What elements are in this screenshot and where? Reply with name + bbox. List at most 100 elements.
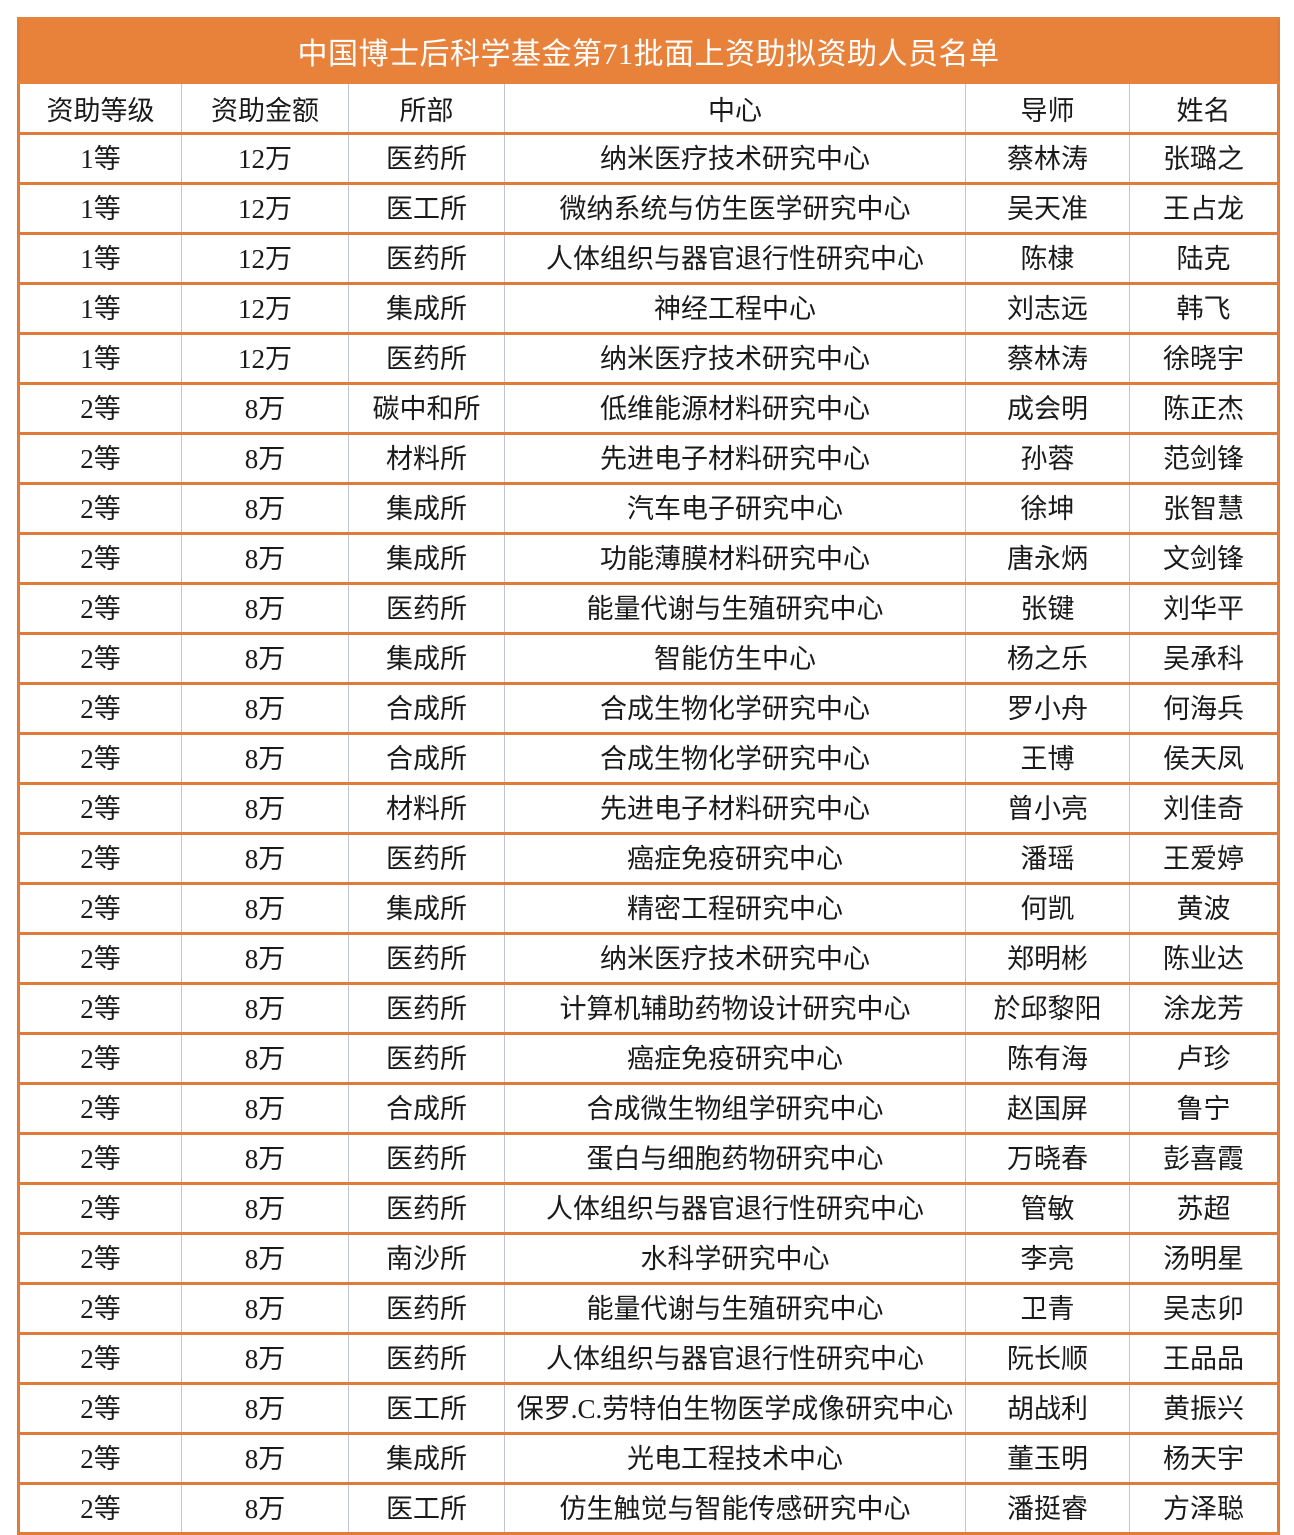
cell-mentor: 潘挺睿: [965, 1483, 1130, 1535]
table-row: 2等 8万 集成所 汽车电子研究中心 徐坤 张智慧: [18, 483, 1279, 535]
cell-mentor: 刘志远: [965, 283, 1130, 335]
cell-name: 黄振兴: [1129, 1383, 1279, 1435]
table-row: 2等 8万 碳中和所 低维能源材料研究中心 成会明 陈正杰: [18, 383, 1279, 435]
cell-funding-level: 2等: [18, 383, 182, 435]
cell-funding-level: 2等: [18, 1483, 182, 1535]
cell-mentor: 王博: [965, 733, 1130, 785]
cell-funding-level: 2等: [18, 1083, 182, 1135]
cell-institute: 医药所: [348, 933, 505, 985]
cell-funding-amount: 8万: [181, 983, 349, 1035]
cell-institute: 医药所: [348, 1133, 505, 1185]
table-row: 2等 8万 集成所 精密工程研究中心 何凯 黄波: [18, 883, 1279, 935]
cell-name: 侯天凤: [1129, 733, 1279, 785]
cell-funding-amount: 8万: [181, 883, 349, 935]
cell-funding-level: 2等: [18, 1183, 182, 1235]
cell-center: 智能仿生中心: [504, 633, 966, 685]
cell-institute: 集成所: [348, 483, 505, 535]
cell-name: 吴志卯: [1129, 1283, 1279, 1335]
table-title: 中国博士后科学基金第71批面上资助拟资助人员名单: [18, 17, 1279, 84]
cell-institute: 医工所: [348, 1483, 505, 1535]
cell-funding-level: 2等: [18, 433, 182, 485]
cell-mentor: 赵国屏: [965, 1083, 1130, 1135]
cell-center: 汽车电子研究中心: [504, 483, 966, 535]
cell-institute: 医药所: [348, 583, 505, 635]
cell-funding-level: 2等: [18, 533, 182, 585]
cell-center: 能量代谢与生殖研究中心: [504, 583, 966, 635]
table-row: 2等 8万 合成所 合成生物化学研究中心 罗小舟 何海兵: [18, 683, 1279, 735]
table-row: 2等 8万 集成所 功能薄膜材料研究中心 唐永炳 文剑锋: [18, 533, 1279, 585]
table-row: 2等 8万 医工所 保罗.C.劳特伯生物医学成像研究中心 胡战利 黄振兴: [18, 1383, 1279, 1435]
cell-funding-amount: 8万: [181, 583, 349, 635]
table-row: 2等 8万 医药所 人体组织与器官退行性研究中心 管敏 苏超: [18, 1183, 1279, 1235]
cell-institute: 碳中和所: [348, 383, 505, 435]
cell-mentor: 张键: [965, 583, 1130, 635]
column-header-name: 姓名: [1129, 82, 1279, 135]
cell-name: 吴承科: [1129, 633, 1279, 685]
cell-mentor: 管敏: [965, 1183, 1130, 1235]
cell-name: 陈正杰: [1129, 383, 1279, 435]
cell-institute: 医工所: [348, 1383, 505, 1435]
cell-institute: 医药所: [348, 1283, 505, 1335]
cell-center: 功能薄膜材料研究中心: [504, 533, 966, 585]
cell-name: 王占龙: [1129, 183, 1279, 235]
cell-institute: 医药所: [348, 1333, 505, 1385]
cell-funding-level: 2等: [18, 833, 182, 885]
cell-funding-amount: 8万: [181, 1283, 349, 1335]
cell-funding-amount: 8万: [181, 1333, 349, 1385]
cell-institute: 材料所: [348, 433, 505, 485]
cell-name: 汤明星: [1129, 1233, 1279, 1285]
cell-funding-amount: 8万: [181, 1483, 349, 1535]
cell-institute: 医药所: [348, 983, 505, 1035]
table-row: 1等 12万 医药所 纳米医疗技术研究中心 蔡林涛 徐晓宇: [18, 333, 1279, 385]
cell-funding-level: 2等: [18, 1383, 182, 1435]
cell-funding-amount: 12万: [181, 333, 349, 385]
cell-funding-amount: 12万: [181, 233, 349, 285]
cell-mentor: 胡战利: [965, 1383, 1130, 1435]
table-row: 1等 12万 集成所 神经工程中心 刘志远 韩飞: [18, 283, 1279, 335]
column-header-mentor: 导师: [965, 82, 1130, 135]
cell-institute: 南沙所: [348, 1233, 505, 1285]
table-row: 2等 8万 合成所 合成生物化学研究中心 王博 侯天凤: [18, 733, 1279, 785]
cell-institute: 集成所: [348, 283, 505, 335]
table-row: 2等 8万 材料所 先进电子材料研究中心 孙蓉 范剑锋: [18, 433, 1279, 485]
table-row: 2等 8万 集成所 光电工程技术中心 董玉明 杨天宇: [18, 1433, 1279, 1485]
cell-funding-level: 2等: [18, 583, 182, 635]
table-row: 2等 8万 医药所 癌症免疫研究中心 潘瑶 王爱婷: [18, 833, 1279, 885]
cell-center: 能量代谢与生殖研究中心: [504, 1283, 966, 1335]
cell-funding-amount: 8万: [181, 1133, 349, 1185]
cell-funding-level: 1等: [18, 133, 182, 185]
cell-institute: 医药所: [348, 1183, 505, 1235]
cell-mentor: 郑明彬: [965, 933, 1130, 985]
cell-funding-level: 2等: [18, 1133, 182, 1185]
cell-center: 仿生触觉与智能传感研究中心: [504, 1483, 966, 1535]
cell-mentor: 杨之乐: [965, 633, 1130, 685]
cell-institute: 集成所: [348, 633, 505, 685]
cell-funding-level: 2等: [18, 633, 182, 685]
cell-funding-amount: 8万: [181, 783, 349, 835]
cell-institute: 材料所: [348, 783, 505, 835]
table-header-row: 资助等级 资助金额 所部 中心 导师 姓名: [18, 82, 1279, 135]
cell-name: 方泽聪: [1129, 1483, 1279, 1535]
cell-funding-level: 2等: [18, 1333, 182, 1385]
grant-list-table: 中国博士后科学基金第71批面上资助拟资助人员名单 资助等级 资助金额 所部 中心…: [17, 17, 1280, 1535]
cell-institute: 医药所: [348, 833, 505, 885]
cell-center: 纳米医疗技术研究中心: [504, 333, 966, 385]
cell-funding-level: 1等: [18, 333, 182, 385]
cell-name: 刘华平: [1129, 583, 1279, 635]
cell-mentor: 吴天准: [965, 183, 1130, 235]
cell-center: 纳米医疗技术研究中心: [504, 933, 966, 985]
cell-name: 文剑锋: [1129, 533, 1279, 585]
cell-name: 王爱婷: [1129, 833, 1279, 885]
cell-funding-amount: 8万: [181, 1083, 349, 1135]
cell-funding-level: 1等: [18, 183, 182, 235]
table-row: 2等 8万 医药所 癌症免疫研究中心 陈有海 卢珍: [18, 1033, 1279, 1085]
cell-mentor: 蔡林涛: [965, 133, 1130, 185]
cell-name: 张智慧: [1129, 483, 1279, 535]
cell-center: 人体组织与器官退行性研究中心: [504, 233, 966, 285]
cell-institute: 医工所: [348, 183, 505, 235]
table-row: 2等 8万 医药所 人体组织与器官退行性研究中心 阮长顺 王品品: [18, 1333, 1279, 1385]
column-header-funding-level: 资助等级: [18, 82, 182, 135]
cell-institute: 合成所: [348, 733, 505, 785]
column-header-center: 中心: [504, 82, 966, 135]
cell-mentor: 何凯: [965, 883, 1130, 935]
